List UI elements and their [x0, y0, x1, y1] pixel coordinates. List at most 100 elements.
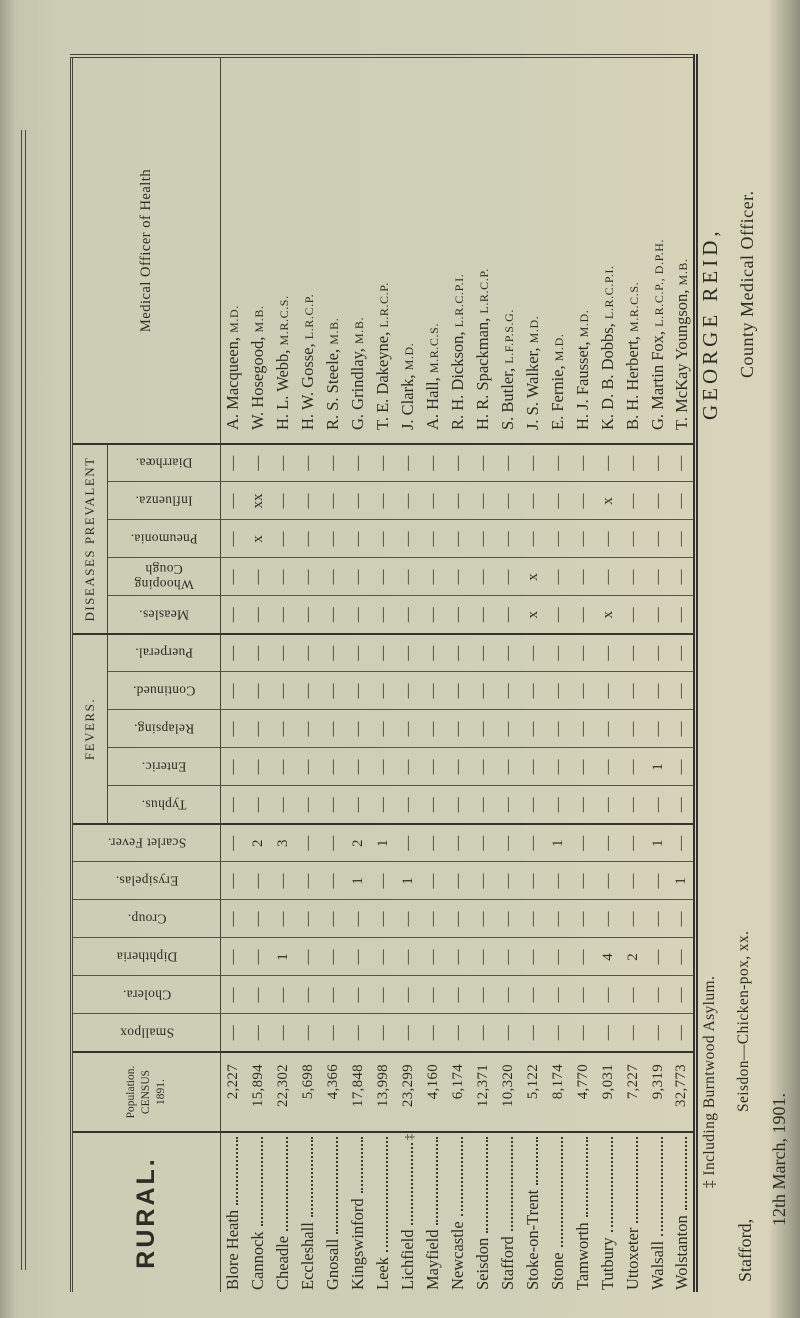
column-header-cholera-label: Cholera. [122, 987, 171, 1003]
officer-qualifications: M.B. [252, 305, 266, 333]
data-cell: — [470, 482, 496, 520]
leader-dots [260, 1137, 263, 1227]
population-header-line1: Population. [125, 1065, 138, 1119]
data-cell: — [420, 862, 446, 900]
population-cell: 4,770 [570, 1052, 596, 1132]
data-cell: — [395, 976, 421, 1014]
data-cell: — [220, 444, 246, 482]
medical-officer-cell: T. E. Dakeyne, L.R.C.P. [370, 56, 396, 444]
data-cell: — [220, 748, 246, 786]
data-cell: — [545, 786, 571, 824]
data-cell: — [420, 976, 446, 1014]
officer-name: A. Macqueen, [223, 336, 243, 430]
data-cell: — [670, 1014, 696, 1052]
medical-officer-cell: R. H. Dickson, L.R.C.P.I. [445, 56, 471, 444]
data-cell: — [645, 938, 671, 976]
data-cell: — [495, 672, 521, 710]
medical-officer-cell: R. S. Steele, M.B. [320, 56, 346, 444]
data-cell: — [495, 520, 521, 558]
leader-dots [610, 1137, 613, 1233]
district-name-cell: Leek [371, 1132, 396, 1292]
data-cell: — [270, 558, 296, 596]
data-cell: — [620, 862, 646, 900]
data-cell: — [395, 558, 421, 596]
data-cell: — [595, 520, 621, 558]
data-cell: — [645, 786, 671, 824]
leader-dots [485, 1137, 488, 1233]
fevers-group-header: FEVERS. [71, 634, 108, 824]
data-cell: — [245, 596, 271, 634]
data-cell: — [245, 672, 271, 710]
officer-qualifications: M.D. [402, 342, 416, 371]
data-cell: — [270, 596, 296, 634]
data-cell: — [470, 1014, 496, 1052]
table-row: Lichfield ‡ 23,299— — — —1— — — — — — — — — — — J. Clark… [395, 56, 421, 1292]
data-cell: — [670, 824, 696, 862]
data-cell: — [370, 520, 396, 558]
data-cell: — [620, 444, 646, 482]
district-name-cell: Lichfield ‡ [396, 1132, 421, 1292]
data-cell: — [470, 748, 496, 786]
medical-officer-cell: W. Hosegood, M.B. [245, 56, 271, 444]
data-cell: — [595, 900, 621, 938]
column-header-measles-label: Measles. [138, 607, 190, 623]
medical-officer-cell: J. S. Walker, M.D. [520, 56, 546, 444]
data-cell: — [295, 976, 321, 1014]
data-cell: — [595, 976, 621, 1014]
leader-dots [535, 1137, 538, 1185]
population-cell: 13,998 [370, 1052, 396, 1132]
data-cell: — [595, 444, 621, 482]
population-cell: 4,160 [420, 1052, 446, 1132]
data-cell: — [270, 672, 296, 710]
data-cell: — [645, 558, 671, 596]
data-cell: — [445, 596, 471, 634]
data-cell: — [345, 596, 371, 634]
data-cell: — [595, 558, 621, 596]
data-cell: — [670, 976, 696, 1014]
data-cell: — [220, 710, 246, 748]
data-cell: — [595, 824, 621, 862]
data-cell: — [445, 748, 471, 786]
data-cell: — [445, 634, 471, 672]
data-cell: — [620, 976, 646, 1014]
leader-dots [335, 1137, 338, 1234]
data-cell: — [295, 938, 321, 976]
data-cell: — [320, 444, 346, 482]
data-cell: — [670, 786, 696, 824]
data-cell: — [670, 938, 696, 976]
data-cell: — [445, 976, 471, 1014]
data-cell: — [570, 976, 596, 1014]
medical-officer-cell: H. W. Gosse, L.R.C.P. [295, 56, 321, 444]
data-cell: — [245, 862, 271, 900]
dateline-date: 12th March, 1901. [769, 1093, 789, 1226]
data-cell: — [345, 748, 371, 786]
data-cell: — [370, 900, 396, 938]
data-cell: — [320, 976, 346, 1014]
district-name: Seisdon [473, 1237, 492, 1290]
officer-name: R. H. Dickson, [448, 331, 467, 430]
district-name-cell: Tamworth [571, 1132, 596, 1292]
data-cell: 1 [670, 862, 696, 900]
table-row: Wolstanton 32,773— — — —1— — — — — — — — — — — T. McKay… [670, 56, 696, 1292]
officer-qualifications: L.R.C.P., D.P.H. [652, 238, 666, 327]
data-cell: — [420, 710, 446, 748]
table-row: Mayfield 4,160— — — — — — — — — — — — — — — — A. Hall, M.… [420, 56, 446, 1292]
officer-qualifications: L.R.C.P. [477, 268, 491, 314]
data-cell: — [370, 444, 396, 482]
officer-qualifications: M.R.C.S. [427, 323, 441, 374]
column-header-scarlet-fever: Scarlet Fever. [71, 824, 221, 862]
leader-dots [683, 1137, 687, 1211]
data-cell: — [545, 748, 571, 786]
data-cell: — [570, 786, 596, 824]
data-cell: — [670, 900, 696, 938]
data-cell: — [245, 976, 271, 1014]
data-cell: — [445, 1014, 471, 1052]
data-cell: — [570, 634, 596, 672]
data-cell: — [320, 938, 346, 976]
data-cell: — [270, 900, 296, 938]
data-cell: — [495, 900, 521, 938]
data-cell: — [420, 672, 446, 710]
column-header-smallpox-label: Smallpox [119, 1025, 174, 1041]
district-name: Tamworth [573, 1222, 592, 1290]
